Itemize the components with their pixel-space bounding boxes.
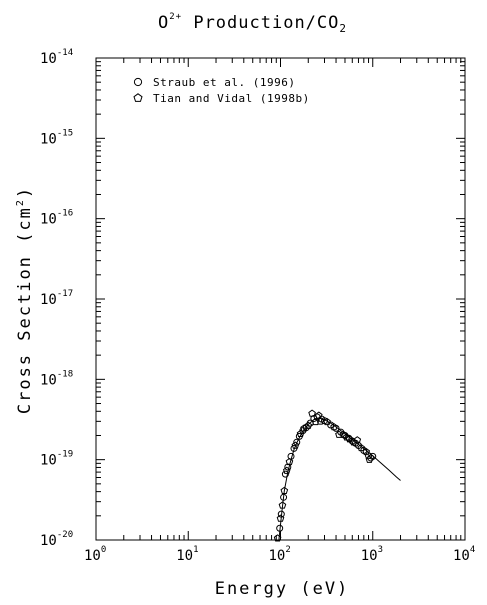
y-tick-exponent: -18 — [57, 369, 73, 379]
straub-point — [284, 463, 292, 471]
x-tick-label: 104 — [453, 545, 475, 564]
x-tick-label: 102 — [269, 545, 291, 564]
legend: Straub et al. (1996) Tian and Vidal (199… — [133, 76, 310, 105]
fit-curve — [278, 417, 401, 541]
y-tick-exponent: -16 — [57, 209, 73, 219]
tian-point — [362, 447, 371, 456]
x-tick-label: 101 — [176, 545, 198, 564]
tian-point — [278, 501, 287, 509]
y-tick-exponent: -20 — [57, 530, 73, 540]
tian-point — [316, 417, 325, 425]
y-tick-base: 10 — [40, 51, 57, 67]
tian-point — [314, 411, 323, 419]
straub-point — [293, 438, 301, 446]
y-tick-base: 10 — [40, 453, 57, 469]
tian-point — [291, 441, 300, 449]
x-tick-exponent: 1 — [193, 545, 198, 555]
tian-point — [280, 486, 289, 495]
tian-point — [276, 514, 285, 522]
y-tick-label: 10-16 — [40, 209, 73, 228]
x-tick-label: 103 — [361, 545, 383, 564]
y-tick-exponent: -17 — [57, 289, 73, 299]
straub-point — [281, 470, 289, 478]
tian-point — [365, 455, 374, 463]
legend-label-straub: Straub et al. (1996) — [153, 76, 295, 89]
tian-point — [296, 429, 305, 438]
straub-point — [277, 510, 285, 518]
tian-point — [345, 435, 354, 443]
y-axis-label-end: ) — [15, 186, 35, 198]
series-tian — [273, 409, 374, 542]
legend-marker-straub — [133, 77, 143, 87]
y-tick-base: 10 — [40, 292, 57, 308]
tian-point — [308, 409, 316, 417]
y-tick-exponent: -14 — [57, 48, 73, 58]
x-tick-base: 10 — [453, 548, 470, 564]
y-tick-exponent: -19 — [57, 450, 73, 460]
y-tick-exponent: -15 — [57, 128, 73, 138]
tian-point — [323, 417, 331, 426]
plot-frame — [95, 57, 466, 541]
tian-point — [311, 417, 320, 426]
x-tick-labels: 100 101 102 103 104 — [84, 545, 475, 564]
x-tick-exponent: 4 — [470, 545, 475, 555]
title-superscript: 2+ — [169, 12, 182, 22]
y-tick-label: 10-19 — [40, 450, 73, 469]
series-fit-line — [278, 417, 401, 541]
y-tick-base: 10 — [40, 533, 57, 549]
straub-point — [276, 524, 284, 532]
tian-point — [335, 430, 343, 438]
legend-label-tian: Tian and Vidal (1998b) — [153, 92, 310, 105]
chart-title: O2+ Production/CO2 — [158, 12, 347, 35]
title-main: O — [158, 13, 169, 33]
x-axis-label: Energy (eV) — [215, 579, 350, 599]
y-tick-label: 10-14 — [40, 48, 73, 67]
tian-point — [304, 421, 313, 429]
x-tick-base: 10 — [269, 548, 286, 564]
straub-point — [280, 493, 288, 501]
y-tick-base: 10 — [40, 372, 57, 388]
tian-point — [300, 424, 308, 432]
title-rest: Production/CO — [182, 13, 339, 33]
x-tick-base: 10 — [176, 548, 193, 564]
legend-marker-tian — [133, 93, 143, 102]
x-tick-base: 10 — [361, 548, 378, 564]
x-tick-exponent: 2 — [285, 545, 290, 555]
y-tick-label: 10-17 — [40, 289, 73, 308]
tian-point — [349, 438, 358, 446]
x-tick-base: 10 — [84, 548, 101, 564]
y-tick-base: 10 — [40, 212, 57, 228]
tian-point — [353, 436, 362, 444]
y-tick-label: 10-20 — [40, 530, 73, 549]
tian-point — [330, 422, 338, 431]
x-tick-exponent: 0 — [101, 545, 106, 555]
y-tick-label: 10-15 — [40, 128, 73, 147]
y-tick-label: 10-18 — [40, 369, 73, 388]
title-subscript: 2 — [339, 22, 347, 35]
axis-ticks — [95, 57, 466, 541]
y-tick-base: 10 — [40, 131, 57, 147]
y-axis-label: Cross Section (cm2) — [15, 186, 35, 414]
series-straub — [276, 413, 377, 532]
y-axis-label-main: Cross Section (cm — [15, 206, 35, 414]
x-tick-label: 100 — [84, 545, 106, 564]
tian-point — [282, 466, 291, 474]
tian-point — [273, 534, 282, 542]
y-axis-label-superscript: 2 — [15, 198, 26, 206]
tian-point — [357, 443, 366, 452]
tian-point — [285, 457, 294, 466]
x-tick-exponent: 3 — [378, 545, 383, 555]
